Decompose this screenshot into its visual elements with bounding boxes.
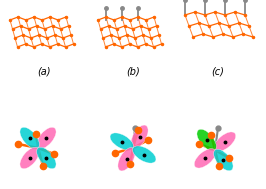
- Ellipse shape: [37, 127, 56, 149]
- Ellipse shape: [20, 127, 39, 149]
- Ellipse shape: [118, 148, 135, 171]
- Ellipse shape: [37, 147, 56, 169]
- Ellipse shape: [132, 146, 156, 163]
- Ellipse shape: [131, 125, 148, 149]
- Ellipse shape: [214, 149, 233, 171]
- Ellipse shape: [194, 149, 216, 168]
- Text: (b): (b): [126, 67, 140, 77]
- Ellipse shape: [20, 147, 39, 169]
- Text: (a): (a): [37, 67, 51, 77]
- Ellipse shape: [110, 133, 134, 150]
- Ellipse shape: [214, 132, 236, 151]
- Text: (c): (c): [211, 67, 225, 77]
- Ellipse shape: [197, 129, 216, 151]
